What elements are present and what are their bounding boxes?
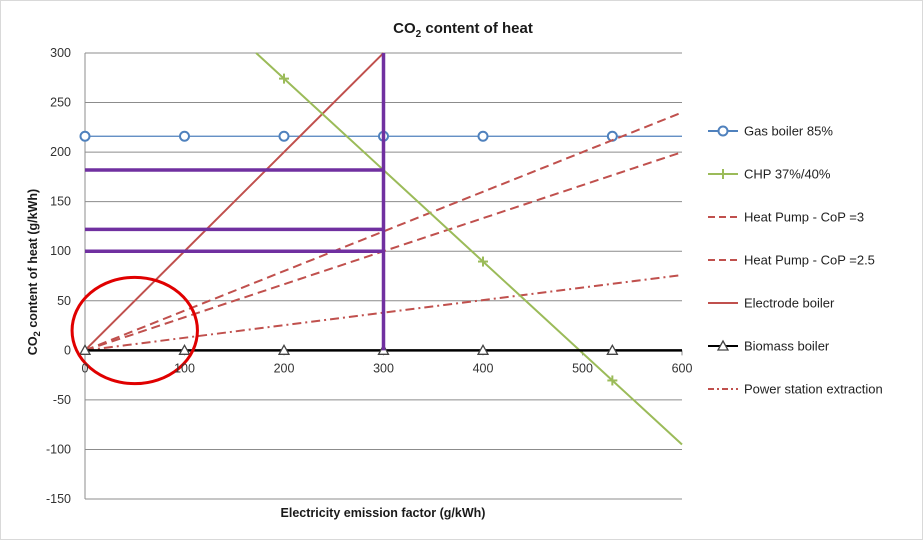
legend-item-heat-pump-cop-3: Heat Pump - CoP =3 xyxy=(708,210,864,225)
red-highlight-ellipse xyxy=(70,275,199,386)
legend-item-electrode-boiler: Electrode boiler xyxy=(708,296,835,311)
x-tick-label: 200 xyxy=(274,361,295,375)
legend-label-heat-pump-cop-3: Heat Pump - CoP =3 xyxy=(744,210,864,225)
legend: Gas boiler 85% CHP 37%/40% Heat Pump - CoP… xyxy=(708,124,883,397)
x-tick-label: 400 xyxy=(473,361,494,375)
legend-label-chp-37-40: CHP 37%/40% xyxy=(744,167,831,182)
y-axis-title: CO2 content of heat (g/kWh) xyxy=(26,189,43,355)
x-tick-label: 300 xyxy=(373,361,394,375)
data-point-gas-boiler-85 xyxy=(79,130,91,142)
data-point-biomass-boiler xyxy=(178,343,191,355)
y-tick-label: 300 xyxy=(50,46,71,60)
data-point-chp-37-40 xyxy=(279,73,289,84)
data-point-gas-boiler-85 xyxy=(179,130,190,142)
series-line-power-station-extraction xyxy=(84,274,683,352)
legend-marker-chp-37-40 xyxy=(718,169,728,179)
y-tick-label: 250 xyxy=(50,96,71,110)
series-chp-37-40 xyxy=(255,52,683,446)
legend-label-gas-boiler-85: Gas boiler 85% xyxy=(744,124,833,139)
y-tick-label: 0 xyxy=(64,343,71,357)
x-tick-label: 600 xyxy=(672,361,693,375)
legend-label-biomass-boiler: Biomass boiler xyxy=(744,339,830,354)
data-point-chp-37-40 xyxy=(478,256,488,267)
data-point-biomass-boiler xyxy=(606,343,619,355)
legend-item-power-station-extraction: Power station extraction xyxy=(708,382,883,397)
data-point-gas-boiler-85 xyxy=(477,130,489,142)
legend-item-gas-boiler-85: Gas boiler 85% xyxy=(708,124,833,139)
y-tick-labels: 300 250 200 150 100 50 0 -50 -100 -150 xyxy=(46,46,71,506)
x-tick-labels: 0 100 200 300 400 500 600 xyxy=(82,361,693,375)
y-tick-label: 200 xyxy=(50,145,71,159)
data-point-biomass-boiler xyxy=(78,343,92,355)
legend-item-heat-pump-cop-2-5: Heat Pump - CoP =2.5 xyxy=(708,253,875,268)
series-gas-boiler-85 xyxy=(79,130,682,142)
y-tick-label: 100 xyxy=(50,244,71,258)
series-line-heat-pump-cop-2-5 xyxy=(84,111,683,352)
legend-marker-biomass-boiler xyxy=(716,339,730,351)
legend-item-chp-37-40: CHP 37%/40% xyxy=(708,167,831,182)
chart-title: CO2 content of heat xyxy=(393,20,533,40)
legend-item-biomass-boiler: Biomass boiler xyxy=(708,339,830,354)
y-tick-label: 50 xyxy=(57,294,71,308)
series-layer xyxy=(78,52,683,446)
series-electrode-boiler xyxy=(84,52,385,352)
x-tick-label: 500 xyxy=(572,361,593,375)
legend-label-heat-pump-cop-2-5: Heat Pump - CoP =2.5 xyxy=(744,253,875,268)
x-tick-label: 0 xyxy=(82,361,89,375)
y-tick-label: -50 xyxy=(53,393,71,407)
data-point-chp-37-40 xyxy=(607,375,618,386)
series-power-station-extraction xyxy=(84,274,683,352)
legend-label-power-station-extraction: Power station extraction xyxy=(744,382,883,397)
y-tick-label: -100 xyxy=(46,442,71,456)
x-axis-title: Electricity emission factor (g/kWh) xyxy=(281,506,486,520)
y-tick-label: 150 xyxy=(50,195,71,209)
annotation-layer xyxy=(70,53,386,386)
x-tick-label: 100 xyxy=(174,361,195,375)
series-line-electrode-boiler xyxy=(84,52,385,352)
series-line-chp-37-40 xyxy=(255,52,683,446)
legend-label-electrode-boiler: Electrode boiler xyxy=(744,296,835,311)
y-tick-label: -150 xyxy=(46,492,71,506)
data-point-biomass-boiler xyxy=(277,343,291,355)
series-biomass-boiler xyxy=(78,343,682,355)
series-heat-pump-cop-2-5 xyxy=(84,111,683,352)
legend-marker-gas-boiler-85 xyxy=(717,125,729,137)
data-point-gas-boiler-85 xyxy=(278,130,290,142)
data-point-biomass-boiler xyxy=(476,343,490,355)
